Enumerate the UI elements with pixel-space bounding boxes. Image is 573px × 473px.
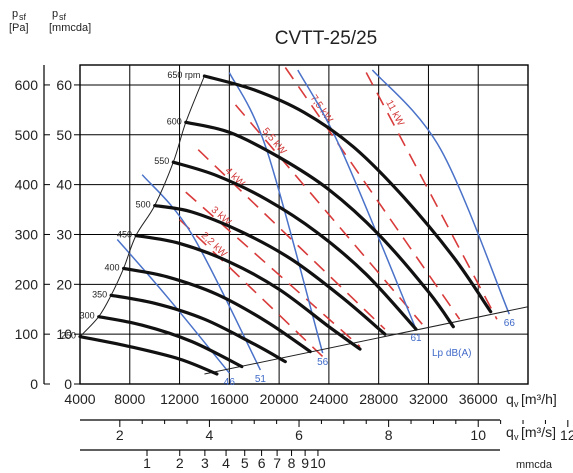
ylabel-pa-unit: [Pa] bbox=[9, 22, 29, 34]
sound-line bbox=[371, 69, 510, 315]
x-tick-label-m3h: 28000 bbox=[359, 391, 398, 407]
y-tick-label-pa: 200 bbox=[15, 276, 39, 292]
ylabel-mmcda-sub: sf bbox=[59, 12, 67, 22]
x-tick-label-mmcda: 9 bbox=[301, 455, 309, 471]
power-line bbox=[179, 218, 324, 358]
power-line bbox=[365, 72, 498, 320]
x-tick-label-mmcda: 4 bbox=[222, 455, 230, 471]
x-tick-label-m3s: 12 bbox=[560, 427, 573, 443]
x-tick-label-mmcda: 7 bbox=[273, 455, 281, 471]
chart-title: CVTT-25/25 bbox=[275, 28, 377, 49]
limit-curve bbox=[204, 306, 529, 375]
y-tick-label-mmcda: 30 bbox=[56, 226, 72, 242]
x-tick-label-mmcda: 8 bbox=[288, 455, 296, 471]
power-line-label: 11 kW bbox=[383, 98, 406, 128]
x-tick-label-m3h: 20000 bbox=[260, 391, 299, 407]
power-line bbox=[185, 191, 361, 348]
speed-curve-label: 350 bbox=[92, 289, 107, 299]
x-tick-label-m3s: 8 bbox=[385, 427, 393, 443]
xlabel-m3s-main: q bbox=[506, 424, 514, 440]
x-tick-label-mmcda: 6 bbox=[258, 455, 266, 471]
y-tick-label-pa: 100 bbox=[15, 326, 39, 342]
axes: 0 100 200 300 400 500 600 0 10 20 30 40 50 60 4000 8000… bbox=[15, 65, 573, 471]
x-tick-label-m3s: 2 bbox=[116, 427, 124, 443]
speed-curve bbox=[184, 120, 455, 329]
x-axis-title-m3h: q v [m³/h] bbox=[506, 391, 557, 409]
speed-curve-label: 500 bbox=[136, 200, 151, 210]
x-tick-label-m3h: 24000 bbox=[309, 391, 348, 407]
x-tick-label-m3s: 4 bbox=[206, 427, 214, 443]
y-tick-label-pa: 400 bbox=[15, 177, 39, 193]
y-tick-label-pa: 500 bbox=[15, 127, 39, 143]
x-tick-label-mmcda: 10 bbox=[310, 455, 326, 471]
speed-curves: 250 300 350 400 450 500 550 600 650 rpm bbox=[61, 70, 529, 376]
x-axis-title-m3s: q v [m³/s] bbox=[506, 424, 556, 442]
x-tick-label-mmcda: 3 bbox=[201, 455, 209, 471]
speed-curve bbox=[202, 74, 493, 314]
power-line bbox=[234, 104, 423, 325]
sound-line-label: 61 bbox=[410, 333, 422, 344]
speed-curve-label: 300 bbox=[80, 311, 95, 321]
ylabel-pa-sub: sf bbox=[19, 12, 27, 22]
power-line bbox=[197, 149, 386, 330]
sound-line-label: 51 bbox=[255, 374, 267, 385]
xlabel-m3h-main: q bbox=[506, 391, 514, 407]
x-tick-label-m3h: 8000 bbox=[114, 391, 145, 407]
speed-curve-label: 600 bbox=[167, 116, 182, 126]
y-axis-title-mmcda: p sf [mmcda] bbox=[49, 8, 91, 34]
ylabel-mmcda-main: p bbox=[52, 8, 58, 20]
xlabel-mmcda: mmcda bbox=[516, 459, 553, 471]
sound-legend: Lp dB(A) bbox=[432, 348, 471, 359]
x-tick-label-mmcda: 5 bbox=[241, 455, 249, 471]
x-tick-label-m3h: 36000 bbox=[459, 391, 498, 407]
sound-line bbox=[297, 69, 417, 330]
x-tick-label-mmcda: 2 bbox=[176, 455, 184, 471]
x-tick-label-m3h: 12000 bbox=[160, 391, 199, 407]
ylabel-pa-main: p bbox=[12, 8, 18, 20]
speed-curve bbox=[97, 315, 244, 369]
y-tick-label-pa: 0 bbox=[30, 376, 38, 392]
y-tick-label-mmcda: 40 bbox=[56, 177, 72, 193]
x-tick-label-m3s: 6 bbox=[295, 427, 303, 443]
speed-curve-label: 250 bbox=[61, 331, 76, 341]
sound-line-label: 56 bbox=[317, 357, 329, 368]
power-lines: 2,2 kW3 kW4 kW5,5 kW7,5 kW 11 kW bbox=[179, 67, 498, 358]
y-tick-label-mmcda: 60 bbox=[56, 77, 72, 93]
speed-curve bbox=[134, 233, 362, 351]
speed-curve bbox=[171, 160, 418, 331]
plot-frame bbox=[79, 64, 529, 385]
y-axis-title-pa: p sf [Pa] bbox=[9, 8, 29, 34]
sound-line bbox=[141, 174, 262, 371]
xlabel-m3h-sub: v bbox=[514, 399, 519, 409]
speed-curve bbox=[153, 204, 387, 336]
x-tick-label-mmcda: 1 bbox=[143, 455, 151, 471]
y-tick-label-mmcda: 0 bbox=[64, 376, 72, 392]
y-tick-label-mmcda: 50 bbox=[56, 127, 72, 143]
sound-line-label: 66 bbox=[504, 318, 516, 329]
speed-curve-label: 550 bbox=[154, 156, 169, 166]
ylabel-mmcda-unit: [mmcda] bbox=[49, 22, 91, 34]
speed-curve-label: 400 bbox=[105, 262, 120, 272]
speed-curve bbox=[109, 293, 287, 364]
xlabel-m3s-unit: [m³/s] bbox=[521, 424, 556, 440]
y-tick-label-pa: 600 bbox=[15, 77, 39, 93]
xlabel-m3h-unit: [m³/h] bbox=[521, 391, 557, 407]
y-tick-label-mmcda: 20 bbox=[56, 276, 72, 292]
speed-curve bbox=[122, 266, 312, 354]
x-tick-label-m3s: 10 bbox=[470, 427, 486, 443]
y-tick-label-mmcda: 10 bbox=[56, 326, 72, 342]
x-tick-label-m3h: 4000 bbox=[64, 391, 95, 407]
power-line bbox=[284, 67, 461, 320]
speed-curve-label: 450 bbox=[117, 229, 132, 239]
speed-curve bbox=[78, 335, 219, 376]
sound-line-label: 46 bbox=[224, 377, 236, 388]
y-tick-label-pa: 300 bbox=[15, 226, 39, 242]
x-tick-label-m3h: 32000 bbox=[409, 391, 448, 407]
speed-curve-label: 650 rpm bbox=[167, 70, 200, 80]
xlabel-m3s-sub: v bbox=[514, 432, 519, 442]
x-tick-label-m3h: 16000 bbox=[210, 391, 249, 407]
